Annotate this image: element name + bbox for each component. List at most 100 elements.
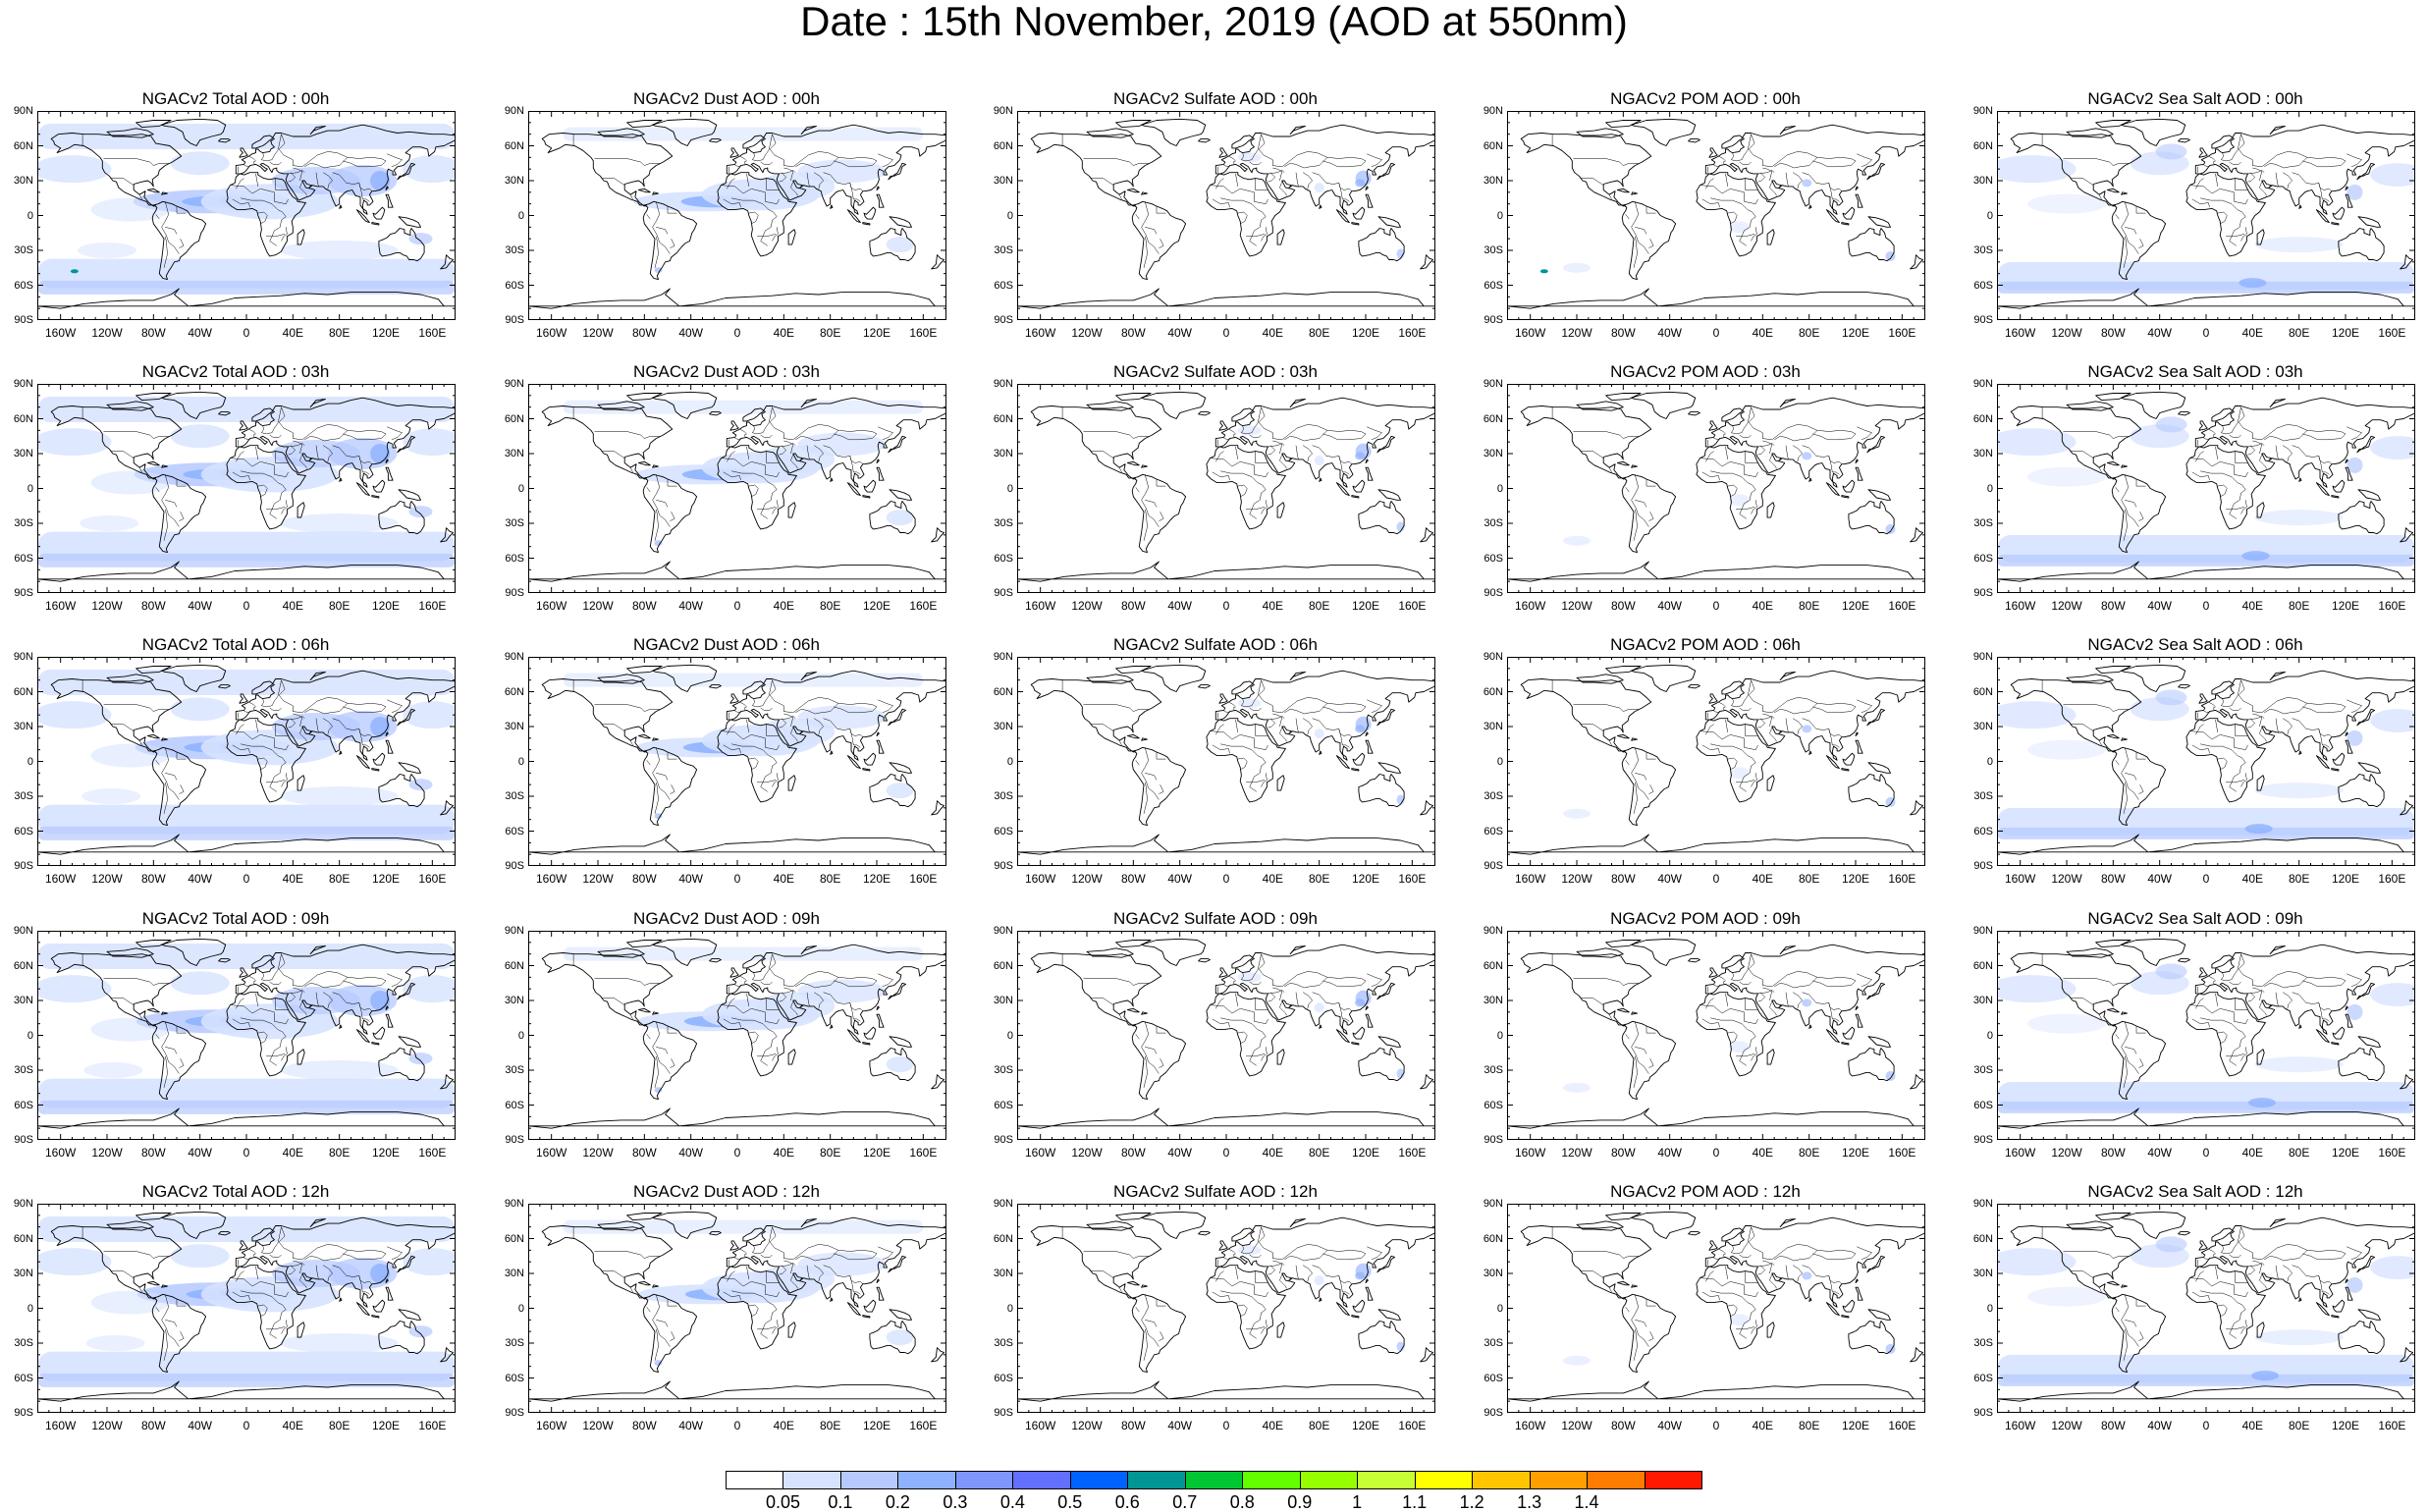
- aod-field-north-pacific: [37, 155, 112, 184]
- map-frame: [37, 1204, 456, 1413]
- coastline: [1841, 768, 1850, 772]
- lat-tick-label: 60S: [1484, 552, 1503, 565]
- country-border: [281, 500, 288, 514]
- world-map: [1997, 657, 2415, 866]
- lon-tick-label: 120E: [371, 1419, 401, 1432]
- coastline: [226, 172, 306, 257]
- country-border: [176, 1299, 187, 1307]
- coastline: [830, 750, 834, 755]
- coastline: [2338, 1048, 2385, 1082]
- lon-tick-label: 0: [733, 599, 741, 613]
- country-border: [878, 973, 893, 988]
- coastline: [1352, 206, 1366, 220]
- country-border: [806, 1265, 810, 1279]
- lat-tick-label: 60N: [13, 1232, 33, 1245]
- world-map: [1997, 111, 2415, 320]
- lon-tick-label: 120W: [2051, 1146, 2082, 1160]
- country-border: [772, 227, 779, 242]
- lon-tick-label: 0: [1712, 1419, 1720, 1432]
- lat-tick-label: 90N: [1483, 1198, 1503, 1210]
- coastline: [2095, 940, 2131, 948]
- coastline-layer: [37, 938, 456, 1129]
- coastline: [1520, 952, 1652, 1027]
- lat-tick-label: 30N: [1972, 1268, 1993, 1279]
- country-border: [722, 1004, 780, 1024]
- coastline: [1086, 674, 1134, 684]
- map-frame-border: [1017, 111, 1435, 320]
- country-border: [1228, 155, 1236, 165]
- country-border: [231, 730, 289, 750]
- coastline: [1376, 708, 1396, 727]
- country-border: [293, 987, 303, 1001]
- coastline: [146, 460, 160, 466]
- coastline: [1631, 938, 1697, 966]
- country-border: [2247, 172, 2255, 183]
- coastline: [1214, 124, 1435, 215]
- lon-tick-label: 0: [2202, 599, 2210, 613]
- lon-tick-label: 120E: [2331, 1146, 2360, 1160]
- coastline: [1319, 1297, 1322, 1302]
- lat-tick-label: 30N: [504, 995, 524, 1006]
- country-border: [813, 1265, 824, 1282]
- coastline: [309, 125, 326, 135]
- lon-tick-label: 120W: [1561, 326, 1592, 340]
- coastline: [2400, 1074, 2414, 1090]
- country-border: [2221, 1226, 2241, 1255]
- world-map: [1507, 931, 1925, 1140]
- coastline: [1358, 1321, 1405, 1355]
- coastline: [397, 435, 416, 454]
- aod-field-north-atlantic: [170, 424, 230, 449]
- country-border: [110, 1270, 135, 1278]
- country-border: [2226, 780, 2245, 783]
- country-border: [769, 406, 839, 441]
- coastline: [1507, 1107, 1925, 1129]
- coastline: [309, 1217, 326, 1228]
- coastline: [226, 445, 306, 530]
- country-border: [248, 701, 256, 711]
- country-border: [1249, 981, 1262, 985]
- coastline: [1126, 1007, 1140, 1013]
- coastline: [1631, 391, 1697, 419]
- map-frame-border: [1017, 657, 1435, 866]
- lat-tick-label: 90N: [504, 378, 524, 390]
- coastline: [2356, 435, 2376, 454]
- country-border: [2190, 458, 2248, 477]
- coastline: [846, 755, 861, 770]
- colorbar-label: 1.2: [1459, 1492, 1484, 1512]
- map-frame: [37, 111, 456, 320]
- lon-tick-label: 160W: [2004, 1419, 2036, 1432]
- lon-tick-label: 40E: [773, 599, 794, 613]
- coastline-layer: [1997, 664, 2415, 855]
- country-border: [1769, 1274, 1777, 1289]
- lon-tick-label: 40E: [282, 1419, 303, 1432]
- lat-tick-label: 0: [27, 1029, 33, 1042]
- lat-tick-label: 0: [1496, 755, 1503, 768]
- lat-tick-label: 90N: [504, 925, 524, 937]
- country-border: [1083, 1251, 1149, 1259]
- lon-tick-label: 80E: [1308, 1146, 1330, 1160]
- coastline: [2185, 992, 2266, 1077]
- lat-tick-label: 60S: [1484, 279, 1503, 292]
- coastline: [637, 188, 651, 193]
- coastline: [1141, 664, 1207, 692]
- country-border: [1580, 998, 1604, 1005]
- coastline: [931, 254, 945, 270]
- coastline: [397, 162, 416, 181]
- lon-tick-label: 0: [1712, 872, 1720, 886]
- lat-tick-label: 60N: [13, 139, 33, 152]
- lat-tick-label: 60S: [505, 552, 524, 565]
- lat-tick-label: 30N: [1972, 995, 1993, 1006]
- country-border: [2318, 456, 2330, 475]
- map-panel-pom: NGACv2 POM AOD : 03h 90N 60N 30N 0 30S 60S 90S 1…: [1470, 363, 1941, 636]
- coastline: [1605, 1213, 1642, 1221]
- coastline: [800, 398, 817, 408]
- aod-field-south-pacific: [80, 515, 139, 531]
- country-border: [2203, 711, 2210, 714]
- coastline: [726, 944, 946, 1035]
- coastline: [787, 502, 796, 518]
- coastline-layer: [528, 664, 946, 855]
- country-border: [269, 161, 282, 165]
- coastline: [1704, 397, 1925, 488]
- country-border: [779, 1265, 786, 1275]
- country-border: [629, 467, 633, 473]
